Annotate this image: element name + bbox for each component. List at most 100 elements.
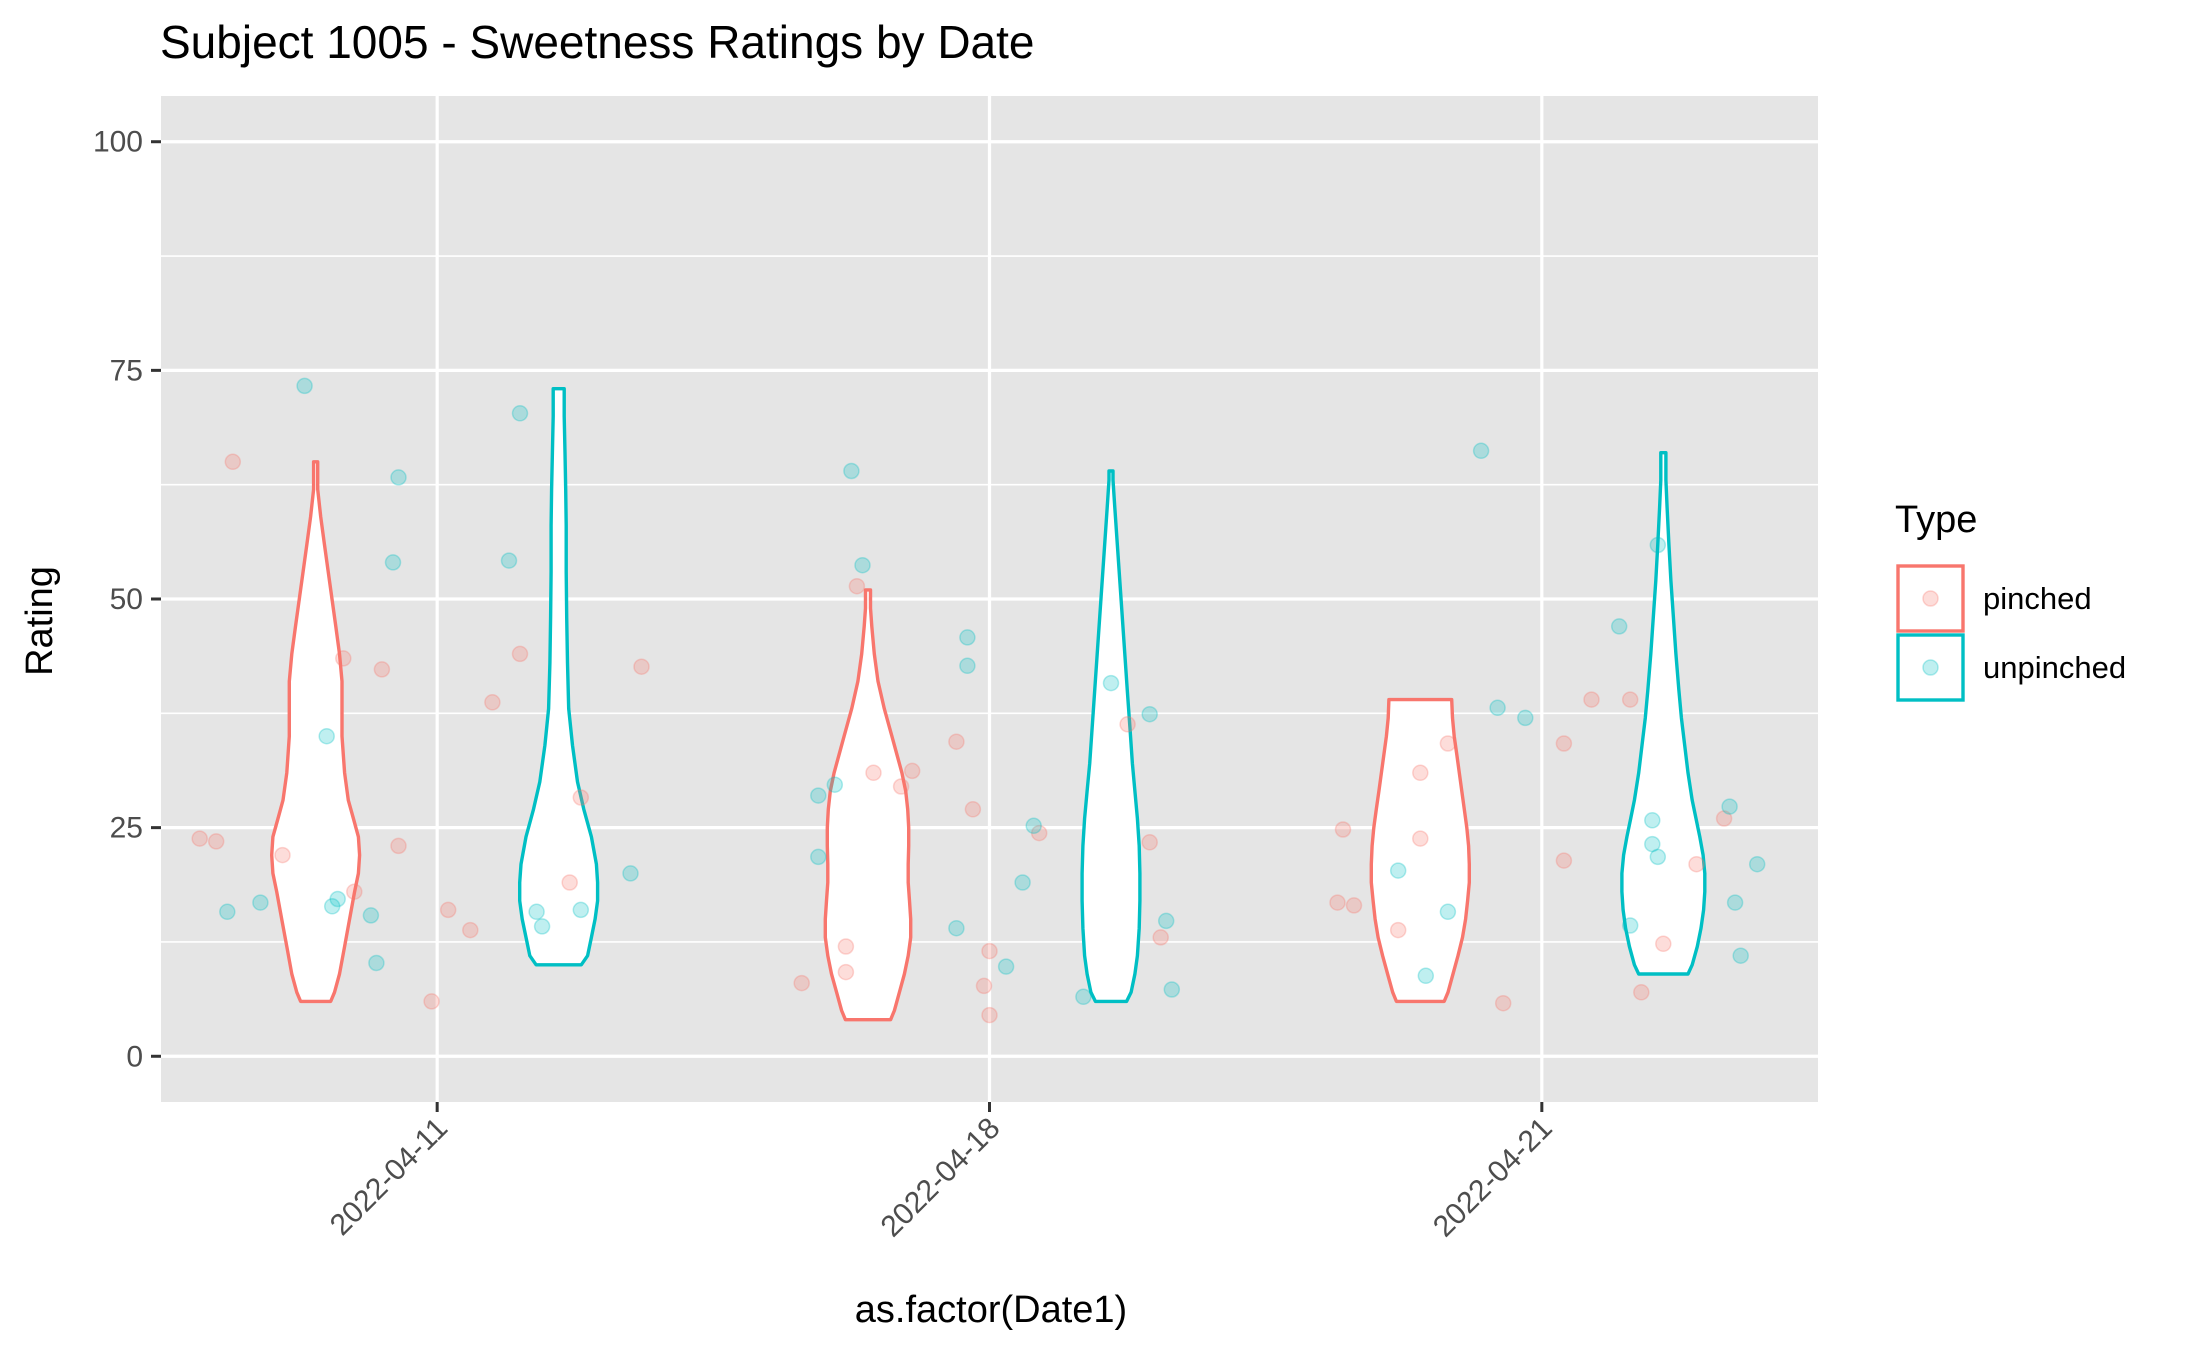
data-point-pinched bbox=[1655, 935, 1672, 953]
data-point-unpinched bbox=[500, 552, 518, 569]
y-tick-label: 25 bbox=[110, 812, 143, 845]
y-axis-label: Rating bbox=[19, 566, 61, 676]
data-point-pinched bbox=[1152, 929, 1169, 946]
data-point-unpinched bbox=[528, 903, 545, 921]
data-point-pinched bbox=[561, 874, 578, 891]
data-point-pinched bbox=[848, 577, 866, 595]
data-point-unpinched bbox=[219, 903, 236, 921]
data-point-pinched bbox=[1141, 834, 1158, 851]
chart-title: Subject 1005 - Sweetness Ratings by Date bbox=[160, 16, 1035, 68]
data-point-unpinched bbox=[1417, 967, 1435, 985]
major-gridlines bbox=[161, 96, 1818, 1102]
data-point-unpinched bbox=[1732, 947, 1749, 964]
data-point-unpinched bbox=[959, 629, 976, 646]
data-point-unpinched bbox=[384, 554, 402, 571]
data-point-pinched bbox=[1621, 691, 1639, 708]
data-point-unpinched bbox=[826, 776, 844, 793]
data-point-pinched bbox=[1412, 830, 1429, 847]
data-point-pinched bbox=[633, 658, 650, 675]
data-point-pinched bbox=[1412, 764, 1429, 782]
data-point-pinched bbox=[1494, 994, 1512, 1012]
data-point-unpinched bbox=[252, 894, 269, 911]
data-point-pinched bbox=[793, 974, 810, 992]
data-point-unpinched bbox=[622, 865, 639, 882]
data-point-pinched bbox=[335, 650, 352, 667]
data-point-pinched bbox=[224, 453, 242, 471]
data-point-pinched bbox=[462, 921, 479, 939]
data-point-pinched bbox=[1389, 921, 1407, 939]
data-point-pinched bbox=[1633, 984, 1650, 1001]
data-point-unpinched bbox=[854, 556, 871, 574]
violins bbox=[270, 387, 1707, 1022]
data-point-pinched bbox=[1345, 897, 1363, 914]
jitter-points bbox=[191, 377, 1766, 1024]
data-point-pinched bbox=[964, 801, 982, 818]
data-point-unpinched bbox=[1489, 699, 1506, 717]
data-point-pinched bbox=[837, 938, 855, 955]
data-point-pinched bbox=[191, 830, 208, 847]
data-point-unpinched bbox=[1748, 855, 1766, 873]
legend-label-unpinched: unpinched bbox=[1983, 650, 2126, 685]
data-point-pinched bbox=[1583, 691, 1600, 708]
data-point-unpinched bbox=[1649, 536, 1667, 554]
y-tick-label: 100 bbox=[93, 126, 143, 159]
data-point-unpinched bbox=[997, 958, 1015, 975]
legend-title: Type bbox=[1895, 499, 1977, 541]
data-point-unpinched bbox=[1389, 862, 1407, 879]
data-point-unpinched bbox=[511, 405, 529, 422]
data-point-pinched bbox=[903, 762, 921, 780]
data-point-unpinched bbox=[1726, 894, 1744, 911]
data-point-pinched bbox=[1439, 735, 1457, 752]
data-point-pinched bbox=[892, 778, 910, 795]
data-point-unpinched bbox=[948, 919, 965, 937]
data-point-pinched bbox=[572, 789, 590, 806]
data-point-pinched bbox=[390, 837, 407, 855]
violin-pinched-2022-04-18 bbox=[823, 588, 913, 1022]
data-point-pinched bbox=[346, 883, 363, 900]
data-point-unpinched bbox=[810, 848, 827, 866]
legend-label-pinched: pinched bbox=[1983, 581, 2092, 616]
data-point-pinched bbox=[1329, 894, 1346, 911]
data-point-pinched bbox=[439, 901, 457, 919]
data-point-pinched bbox=[1555, 735, 1573, 752]
data-point-pinched bbox=[1334, 821, 1352, 838]
legend-key-unpinched bbox=[1896, 633, 1965, 702]
data-point-unpinched bbox=[1649, 848, 1667, 866]
data-point-unpinched bbox=[533, 918, 551, 935]
data-point-pinched bbox=[981, 942, 998, 960]
data-point-pinched bbox=[423, 993, 440, 1010]
violin-pinched-2022-04-11 bbox=[270, 460, 362, 1004]
data-point-unpinched bbox=[1721, 798, 1738, 815]
data-point-unpinched bbox=[1163, 981, 1181, 998]
data-point-unpinched bbox=[572, 901, 590, 919]
data-point-unpinched bbox=[1157, 912, 1175, 930]
data-point-unpinched bbox=[1644, 835, 1661, 853]
data-point-pinched bbox=[975, 977, 993, 995]
data-point-pinched bbox=[511, 645, 529, 663]
data-point-pinched bbox=[484, 694, 501, 711]
data-point-pinched bbox=[1715, 810, 1733, 827]
data-point-unpinched bbox=[296, 377, 313, 395]
y-axis: 0 25 50 75 100 bbox=[93, 126, 161, 1073]
data-point-unpinched bbox=[1025, 817, 1042, 835]
data-point-pinched bbox=[1030, 824, 1048, 842]
data-point-pinched bbox=[865, 764, 882, 782]
data-point-unpinched bbox=[362, 907, 380, 924]
data-point-unpinched bbox=[1141, 705, 1158, 723]
data-point-unpinched bbox=[1439, 903, 1457, 921]
violin-unpinched-2022-04-18 bbox=[1080, 469, 1142, 1004]
x-axis-label: as.factor(Date1) bbox=[855, 1289, 1127, 1331]
data-point-pinched bbox=[981, 1006, 998, 1024]
data-point-unpinched bbox=[1517, 709, 1534, 727]
data-point-unpinched bbox=[1472, 442, 1490, 460]
data-point-unpinched bbox=[1014, 874, 1031, 891]
data-point-pinched bbox=[1688, 855, 1705, 873]
data-point-unpinched bbox=[323, 898, 341, 915]
data-point-unpinched bbox=[1621, 917, 1639, 934]
data-point-unpinched bbox=[390, 469, 407, 486]
y-tick-label: 0 bbox=[126, 1040, 143, 1073]
data-point-unpinched bbox=[810, 787, 827, 804]
violin-pinched-2022-04-21 bbox=[1369, 697, 1471, 1004]
data-point-pinched bbox=[207, 833, 225, 850]
